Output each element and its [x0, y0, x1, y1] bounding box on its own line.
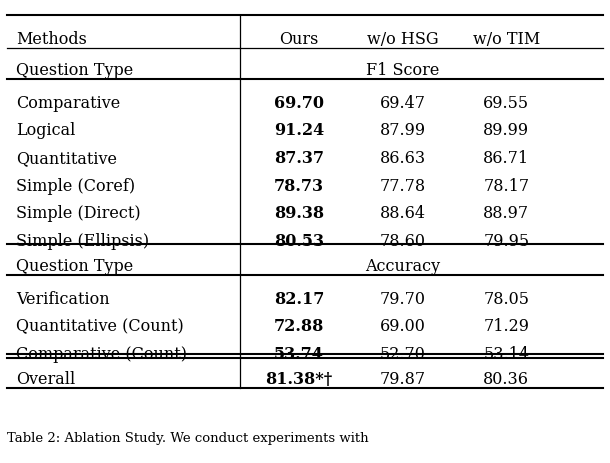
Text: 78.60: 78.60	[379, 232, 426, 249]
Text: 78.17: 78.17	[483, 177, 529, 194]
Text: 80.53: 80.53	[274, 232, 324, 249]
Text: Comparative: Comparative	[16, 94, 121, 112]
Text: 53.14: 53.14	[483, 345, 529, 362]
Text: Simple (Ellipsis): Simple (Ellipsis)	[16, 232, 149, 249]
Text: 69.47: 69.47	[379, 94, 426, 112]
Text: Ours: Ours	[279, 31, 318, 48]
Text: Logical: Logical	[16, 122, 76, 139]
Text: 77.78: 77.78	[379, 177, 426, 194]
Text: 86.71: 86.71	[483, 150, 529, 167]
Text: Quantitative: Quantitative	[16, 150, 118, 167]
Text: Quantitative (Count): Quantitative (Count)	[16, 318, 184, 335]
Text: 86.63: 86.63	[379, 150, 426, 167]
Text: 79.95: 79.95	[483, 232, 529, 249]
Text: 88.64: 88.64	[379, 205, 426, 222]
Text: 71.29: 71.29	[483, 318, 529, 335]
Text: Simple (Coref): Simple (Coref)	[16, 177, 135, 194]
Text: Question Type: Question Type	[16, 257, 134, 274]
Text: Question Type: Question Type	[16, 62, 134, 78]
Text: 87.99: 87.99	[379, 122, 426, 139]
Text: 69.00: 69.00	[379, 318, 426, 335]
Text: 89.38: 89.38	[274, 205, 324, 222]
Text: 91.24: 91.24	[274, 122, 324, 139]
Text: 80.36: 80.36	[483, 370, 529, 387]
Text: F1 Score: F1 Score	[366, 62, 439, 78]
Text: Comparative (Count): Comparative (Count)	[16, 345, 187, 362]
Text: Verification: Verification	[16, 290, 110, 307]
Text: 79.70: 79.70	[379, 290, 426, 307]
Text: 87.37: 87.37	[274, 150, 324, 167]
Text: w/o HSG: w/o HSG	[367, 31, 439, 48]
Text: Overall: Overall	[16, 370, 76, 387]
Text: Accuracy: Accuracy	[365, 257, 440, 274]
Text: 52.70: 52.70	[379, 345, 426, 362]
Text: 53.74: 53.74	[274, 345, 324, 362]
Text: 78.05: 78.05	[483, 290, 529, 307]
Text: Table 2: Ablation Study. We conduct experiments with: Table 2: Ablation Study. We conduct expe…	[7, 431, 369, 444]
Text: 82.17: 82.17	[274, 290, 324, 307]
Text: Simple (Direct): Simple (Direct)	[16, 205, 141, 222]
Text: 88.97: 88.97	[483, 205, 529, 222]
Text: 72.88: 72.88	[274, 318, 324, 335]
Text: 69.55: 69.55	[483, 94, 529, 112]
Text: 81.38*†: 81.38*†	[265, 370, 332, 387]
Text: Methods: Methods	[16, 31, 87, 48]
Text: 78.73: 78.73	[274, 177, 324, 194]
Text: 89.99: 89.99	[483, 122, 529, 139]
Text: w/o TIM: w/o TIM	[473, 31, 540, 48]
Text: 69.70: 69.70	[274, 94, 324, 112]
Text: 79.87: 79.87	[379, 370, 426, 387]
